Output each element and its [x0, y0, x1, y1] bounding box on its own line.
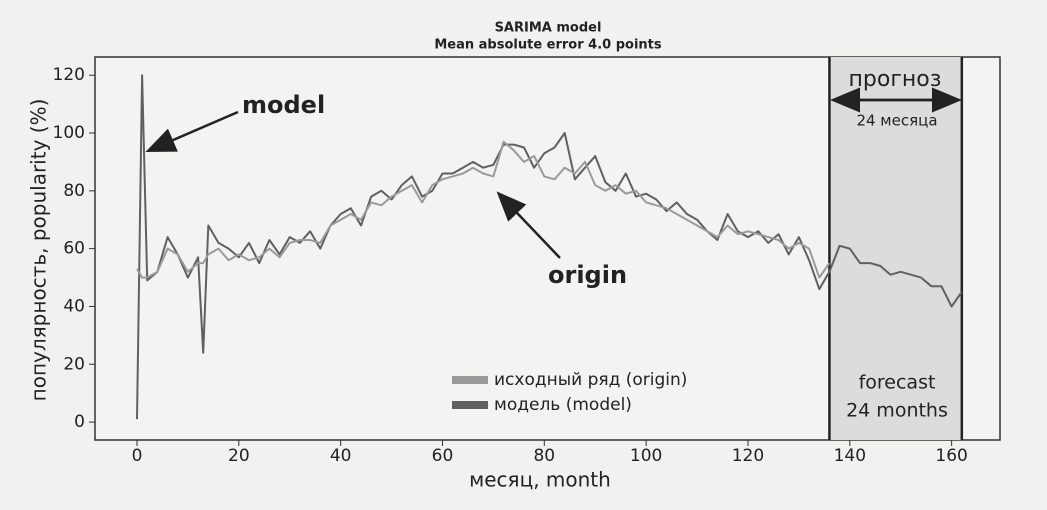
x-tick-label: 40 [330, 446, 352, 466]
legend-label: исходный ряд (origin) [494, 370, 687, 390]
x-axis-label: месяц, month [469, 468, 611, 492]
annotation: 24 months [846, 400, 948, 422]
y-tick-label: 120 [53, 65, 85, 85]
arrow [496, 191, 561, 259]
x-tick-label: 20 [228, 446, 250, 466]
annotation: origin [548, 261, 627, 289]
legend-label: модель (model) [494, 395, 632, 415]
x-tick-label: 160 [935, 446, 967, 466]
y-tick-label: 0 [74, 412, 85, 432]
y-tick-label: 100 [53, 123, 85, 143]
x-tick-label: 140 [834, 446, 866, 466]
chart-title: SARIMA model [495, 21, 602, 36]
y-axis-label: популярность, popularity (%) [27, 99, 51, 402]
x-tick-label: 0 [132, 446, 143, 466]
legend-swatch [452, 376, 488, 384]
arrow [145, 110, 239, 152]
x-tick-label: 60 [432, 446, 454, 466]
annotation: forecast [859, 372, 936, 394]
legend-swatch [452, 401, 488, 409]
y-tick-label: 60 [63, 239, 85, 259]
annotation: прогноз [849, 67, 942, 92]
x-tick-label: 100 [630, 446, 662, 466]
x-tick-label: 120 [732, 446, 764, 466]
y-tick-label: 80 [63, 181, 85, 201]
y-tick-label: 40 [63, 296, 85, 316]
annotation: 24 месяца [856, 112, 937, 130]
y-tick-label: 20 [63, 354, 85, 374]
forecast-region [829, 57, 962, 440]
annotation: model [242, 91, 325, 119]
x-tick-label: 80 [533, 446, 555, 466]
series-line [136, 74, 963, 420]
chart-subtitle: Mean absolute error 4.0 points [434, 38, 662, 53]
series-line [136, 140, 831, 279]
